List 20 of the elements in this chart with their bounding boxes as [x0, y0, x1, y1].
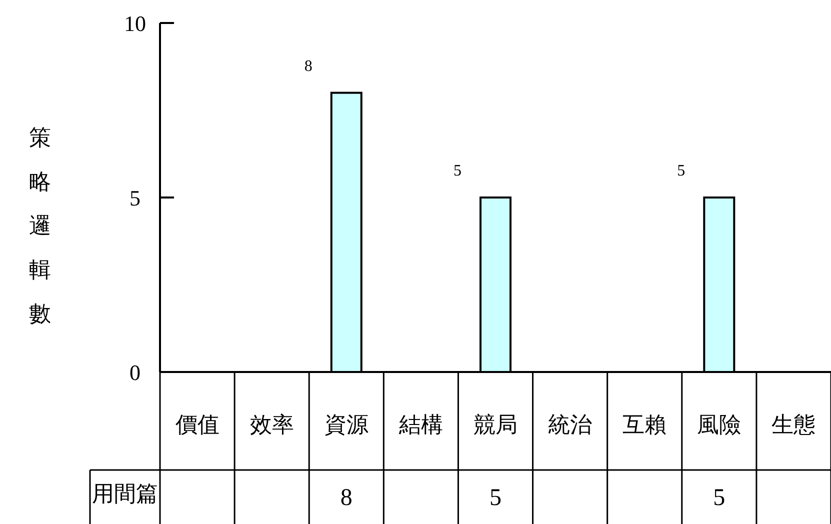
text: 5	[454, 162, 462, 180]
y-tick-label: 5	[130, 186, 140, 210]
text: 8	[304, 58, 312, 75]
y-tick-label: 0	[130, 360, 140, 385]
data-label: 5	[490, 485, 502, 511]
data-label: 5	[713, 485, 726, 511]
x-tick-label: 互賴	[622, 412, 667, 437]
x-tick-label: 風險	[697, 412, 742, 437]
x-tick-label: 生態	[772, 412, 816, 437]
y-tick-label: 10	[124, 11, 146, 36]
x-tick-label: 競局	[474, 412, 518, 437]
x-tick-label: 結構	[398, 412, 443, 437]
data-label: 8	[340, 485, 352, 511]
text: 用間篇	[92, 481, 158, 506]
x-tick-label: 統治	[548, 412, 592, 437]
x-tick-label: 價值	[175, 412, 220, 437]
text: 5	[677, 162, 686, 180]
y-axis-title: 策略邏輯數	[29, 125, 51, 326]
x-tick-label: 效率	[250, 412, 294, 437]
x-tick-label: 資源	[324, 412, 368, 437]
